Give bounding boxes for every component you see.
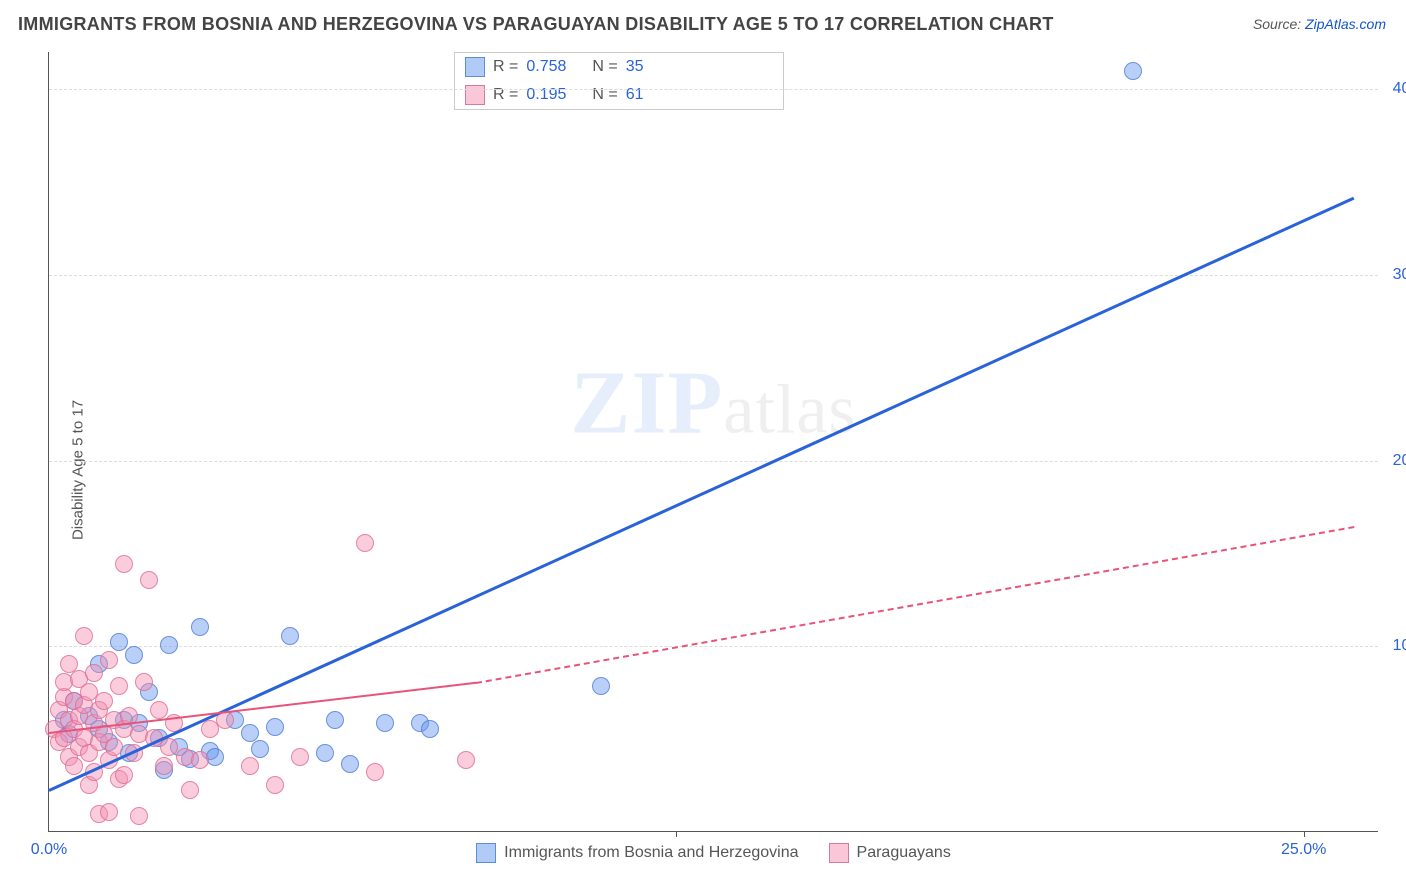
data-point-bosnia (592, 677, 610, 695)
gridline (49, 646, 1378, 647)
data-point-paraguay (150, 701, 168, 719)
ytick-label: 10.0% (1382, 637, 1406, 655)
legend-item-bosnia: Immigrants from Bosnia and Herzegovina (476, 843, 798, 863)
xtick (1304, 831, 1305, 837)
data-point-bosnia (1124, 62, 1142, 80)
data-point-paraguay (85, 664, 103, 682)
data-point-paraguay (105, 738, 123, 756)
plot-region: ZIPatlas R = 0.758 N = 35 R = 0.195 N = … (48, 52, 1378, 832)
data-point-bosnia (316, 744, 334, 762)
data-point-paraguay (140, 571, 158, 589)
data-point-bosnia (241, 724, 259, 742)
chart-title: IMMIGRANTS FROM BOSNIA AND HERZEGOVINA V… (18, 14, 1054, 35)
data-point-bosnia (326, 711, 344, 729)
data-point-bosnia (251, 740, 269, 758)
data-point-paraguay (356, 534, 374, 552)
series-legend: Immigrants from Bosnia and Herzegovina P… (49, 843, 1378, 863)
data-point-paraguay (130, 807, 148, 825)
n-value: 35 (626, 58, 644, 76)
data-point-bosnia (110, 633, 128, 651)
ytick-label: 20.0% (1382, 452, 1406, 470)
data-point-paraguay (135, 673, 153, 691)
data-point-paraguay (191, 751, 209, 769)
legend-label: Immigrants from Bosnia and Herzegovina (504, 844, 798, 862)
trendline (475, 526, 1354, 684)
data-point-paraguay (110, 677, 128, 695)
data-point-bosnia (281, 627, 299, 645)
ytick-label: 30.0% (1382, 266, 1406, 284)
data-point-paraguay (75, 627, 93, 645)
swatch-blue-icon (465, 57, 485, 77)
swatch-pink-icon (465, 85, 485, 105)
data-point-bosnia (206, 748, 224, 766)
data-point-paraguay (100, 803, 118, 821)
data-point-bosnia (341, 755, 359, 773)
data-point-paraguay (457, 751, 475, 769)
source-credit: Source: ZipAtlas.com (1253, 16, 1386, 32)
r-value: 0.758 (526, 58, 566, 76)
data-point-paraguay (266, 776, 284, 794)
gridline (49, 461, 1378, 462)
watermark: ZIPatlas (570, 351, 856, 454)
n-label: N = (592, 58, 617, 76)
correlation-row-paraguay: R = 0.195 N = 61 (455, 81, 783, 109)
correlation-legend: R = 0.758 N = 35 R = 0.195 N = 61 (454, 52, 784, 110)
gridline (49, 89, 1378, 90)
data-point-bosnia (266, 718, 284, 736)
data-point-paraguay (115, 766, 133, 784)
data-point-bosnia (376, 714, 394, 732)
data-point-bosnia (125, 646, 143, 664)
r-label: R = (493, 58, 518, 76)
trendline (48, 197, 1354, 792)
data-point-paraguay (181, 781, 199, 799)
watermark-main: ZIP (570, 353, 723, 452)
xtick (676, 831, 677, 837)
legend-item-paraguay: Paraguayans (829, 843, 951, 863)
chart-area: Disability Age 5 to 17 ZIPatlas R = 0.75… (0, 48, 1406, 892)
source-label: Source: (1253, 16, 1301, 32)
data-point-paraguay (115, 555, 133, 573)
xtick-label: 25.0% (1281, 841, 1326, 859)
data-point-paraguay (291, 748, 309, 766)
xtick-label: 0.0% (31, 841, 67, 859)
data-point-paraguay (366, 763, 384, 781)
swatch-pink-icon (829, 843, 849, 863)
watermark-sub: atlas (723, 371, 856, 448)
source-link[interactable]: ZipAtlas.com (1305, 16, 1386, 32)
legend-label: Paraguayans (857, 844, 951, 862)
data-point-paraguay (95, 692, 113, 710)
data-point-paraguay (65, 757, 83, 775)
data-point-bosnia (421, 720, 439, 738)
correlation-row-bosnia: R = 0.758 N = 35 (455, 53, 783, 81)
data-point-paraguay (241, 757, 259, 775)
data-point-bosnia (191, 618, 209, 636)
swatch-blue-icon (476, 843, 496, 863)
data-point-paraguay (100, 651, 118, 669)
data-point-paraguay (155, 757, 173, 775)
data-point-bosnia (160, 636, 178, 654)
ytick-label: 40.0% (1382, 80, 1406, 98)
